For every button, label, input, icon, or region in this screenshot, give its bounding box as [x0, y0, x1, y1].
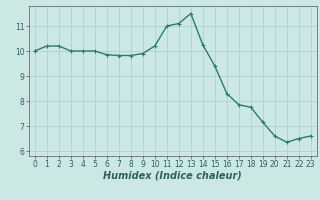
X-axis label: Humidex (Indice chaleur): Humidex (Indice chaleur): [103, 171, 242, 181]
